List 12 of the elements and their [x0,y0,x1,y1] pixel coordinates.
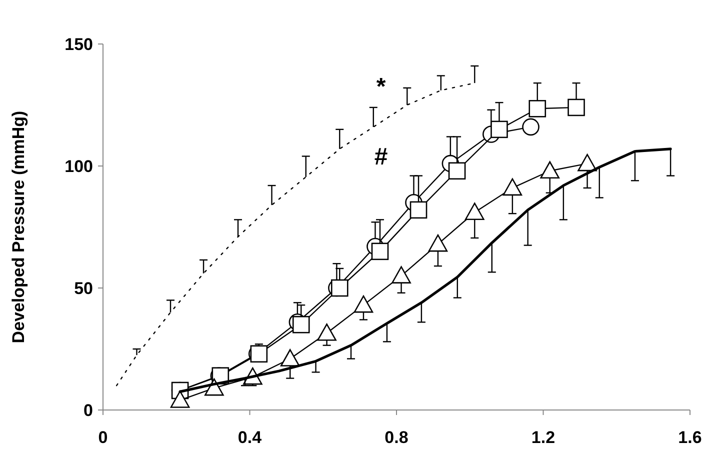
x-tick-label: 1.6 [678,428,702,447]
y-tick-label: 0 [84,400,93,420]
annotation: # [374,143,388,170]
x-tick-label: 0.8 [384,428,408,447]
x-tick-label: 0.4 [238,428,262,447]
y-tick-label: 100 [64,156,93,176]
x-tick-label: 0 [98,428,108,447]
x-tick-label: 1.2 [531,428,556,447]
y-axis-title: Developed Pressure (mmHg) [9,110,28,344]
y-tick-label: 150 [64,34,93,54]
annotation: * [376,73,386,100]
y-tick-label: 50 [74,278,93,298]
